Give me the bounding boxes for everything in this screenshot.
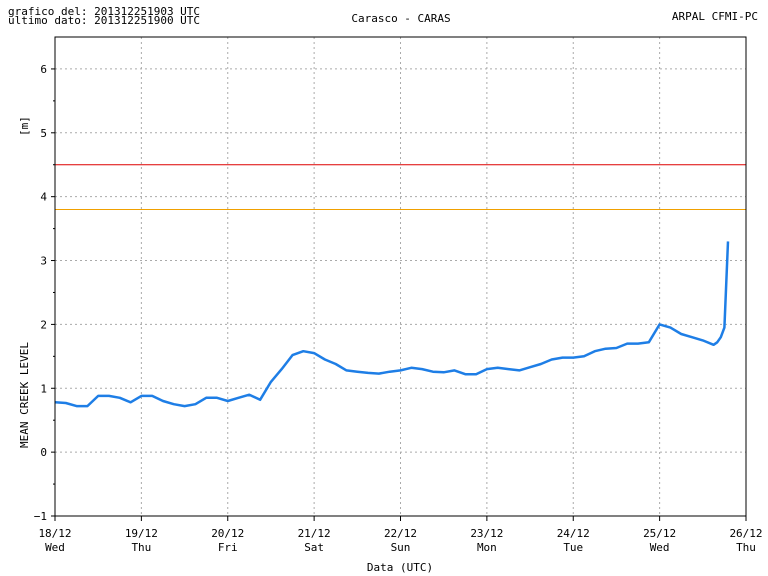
y-tick-label: 3 [40, 255, 47, 268]
x-tick-date: 22/12 [384, 527, 417, 540]
x-axis: 18/12Wed19/12Thu20/12Fri21/12Sat22/12Sun… [38, 516, 763, 554]
y-tick-label: −1 [34, 510, 47, 523]
header-source: ARPAL CFMI-PC [671, 10, 758, 23]
x-tick-day: Tue [563, 541, 583, 554]
x-tick-day: Fri [218, 541, 238, 554]
x-tick-date: 25/12 [643, 527, 676, 540]
series-layer [54, 241, 730, 408]
x-tick-date: 18/12 [38, 527, 71, 540]
header-last-data-time: ultimo dato: 201312251900 UTC [8, 14, 201, 27]
x-tick-date: 19/12 [125, 527, 158, 540]
header-chart-time: grafico del: 201312251903 UTC [8, 5, 201, 18]
x-tick-day: Thu [131, 541, 151, 554]
x-tick-day: Wed [45, 541, 65, 554]
chart-title: Carasco - CARAS [351, 12, 451, 25]
y-tick-label: 0 [40, 446, 47, 459]
y-tick-label: 1 [40, 382, 47, 395]
x-tick-date: 21/12 [298, 527, 331, 540]
x-tick-day: Wed [650, 541, 670, 554]
x-tick-day: Sun [391, 541, 411, 554]
x-tick-date: 23/12 [470, 527, 503, 540]
y-tick-label: 6 [40, 63, 47, 76]
x-tick-date: 20/12 [211, 527, 244, 540]
y-axis-label: MEAN CREEK LEVEL [18, 342, 31, 448]
y-tick-label: 4 [40, 191, 47, 204]
y-axis: −1 0 1 2 3 4 5 6 [34, 63, 55, 523]
x-tick-date: 24/12 [557, 527, 590, 540]
y-unit-label: [m] [18, 116, 31, 136]
y-tick-label: 2 [40, 318, 47, 331]
x-tick-day: Mon [477, 541, 497, 554]
series-line [54, 241, 730, 408]
x-tick-date: 26/12 [729, 527, 762, 540]
grid [55, 37, 746, 517]
y-tick-label: 5 [40, 127, 47, 140]
x-tick-day: Thu [736, 541, 756, 554]
threshold-lines [55, 164, 746, 210]
x-axis-label: Data (UTC) [367, 561, 433, 574]
x-tick-day: Sat [304, 541, 324, 554]
